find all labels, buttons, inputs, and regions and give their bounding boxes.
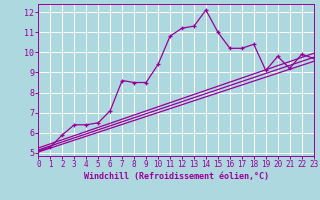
X-axis label: Windchill (Refroidissement éolien,°C): Windchill (Refroidissement éolien,°C): [84, 172, 268, 181]
